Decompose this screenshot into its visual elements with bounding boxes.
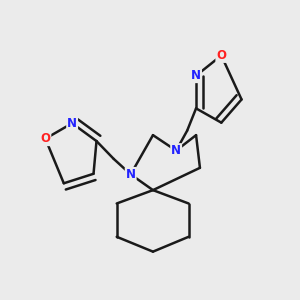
Text: O: O <box>216 49 226 62</box>
Text: N: N <box>171 144 181 157</box>
Text: N: N <box>67 117 77 130</box>
Text: N: N <box>191 69 201 82</box>
Text: N: N <box>126 168 136 181</box>
Text: O: O <box>40 132 50 145</box>
